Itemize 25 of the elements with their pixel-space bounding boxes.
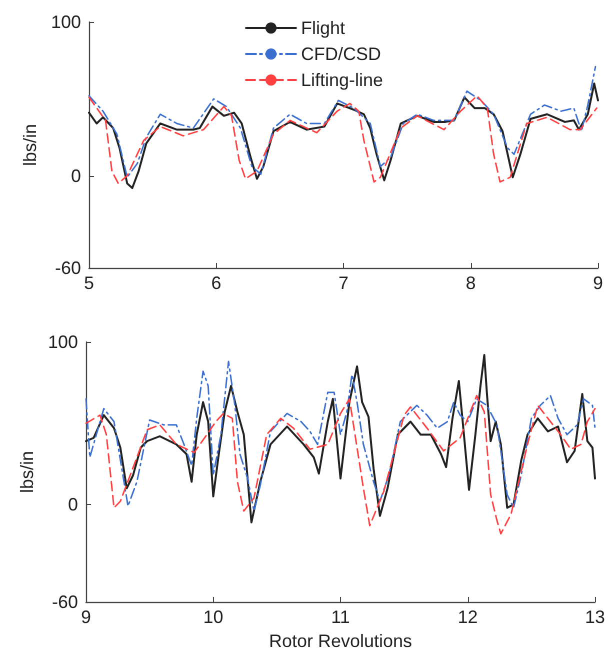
x-tick-label: 11 (331, 607, 350, 627)
line-series (88, 66, 596, 178)
y-tick-label: 100 (50, 12, 81, 32)
y-tick-label: 0 (70, 166, 81, 186)
x-tick-label: 13 (584, 607, 606, 627)
line-series (88, 95, 598, 184)
x-axis-title: Rotor Revolutions (268, 631, 412, 651)
y-tick-label: -60 (52, 592, 78, 612)
legend-label: Lifting-line (301, 70, 384, 90)
x-tick-label: 8 (466, 273, 476, 293)
x-tick-label: 6 (211, 273, 222, 293)
x-tick-label: 10 (203, 607, 224, 627)
x-tick-label: 12 (458, 607, 478, 627)
y-axis-title: lbs/in (17, 450, 37, 494)
x-tick-label: 7 (338, 273, 349, 293)
x-tick-label: 9 (592, 273, 604, 293)
line-series (85, 394, 596, 534)
y-tick-label: 100 (48, 332, 78, 352)
legend-label: Flight (301, 18, 346, 38)
x-tick-label: 5 (84, 273, 94, 293)
y-axis-title: lbs/in (20, 124, 40, 166)
legend-label: CFD/CSD (301, 44, 381, 64)
x-tick-label: 9 (80, 607, 92, 627)
y-tick-label: 0 (68, 494, 78, 514)
y-tick-label: -60 (54, 258, 81, 278)
